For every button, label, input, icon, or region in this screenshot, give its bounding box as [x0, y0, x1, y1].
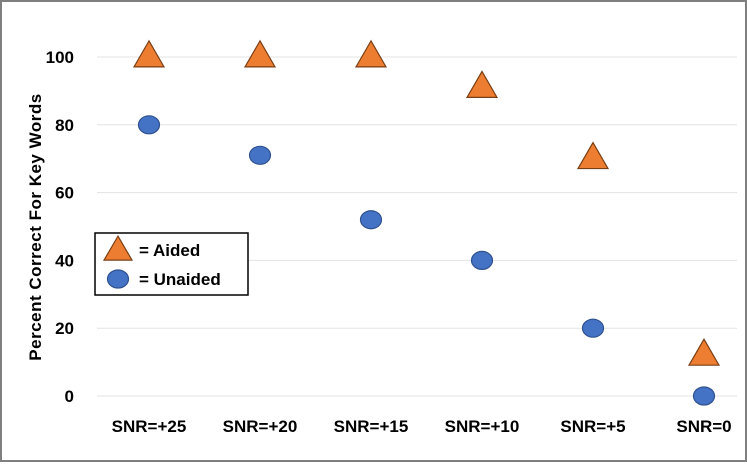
aided-point: [687, 337, 721, 366]
data-points: [132, 39, 721, 406]
x-tick-label: SNR=+25: [112, 417, 187, 436]
y-axis-title: Percent Correct For Key Words: [26, 93, 45, 360]
aided-point: [243, 39, 277, 68]
aided-point: [132, 39, 166, 68]
y-tick-label: 20: [55, 319, 74, 338]
unaided-point: [581, 318, 605, 338]
gridlines: [97, 56, 737, 397]
aided-point: [354, 39, 388, 68]
legend: = Aided = Unaided: [94, 232, 249, 296]
x-tick-label: SNR=+20: [223, 417, 298, 436]
x-tick-label: SNR=+10: [445, 417, 520, 436]
y-tick-label: 0: [65, 387, 74, 406]
y-tick-label: 40: [55, 251, 74, 270]
legend-label-unaided: = Unaided: [139, 270, 221, 289]
x-tick-label: SNR=+15: [334, 417, 409, 436]
legend-label-aided: = Aided: [139, 241, 200, 260]
unaided-point: [470, 250, 494, 270]
y-axis-ticks: 0 20 40 60 80 100: [46, 48, 74, 406]
unaided-point: [137, 115, 161, 135]
x-axis-ticks: SNR=+25 SNR=+20 SNR=+15 SNR=+10 SNR=+5 SNR=0: [112, 417, 732, 436]
unaided-point: [359, 210, 383, 230]
aided-point: [465, 70, 499, 98]
y-tick-label: 100: [46, 48, 74, 67]
x-tick-label: SNR=+5: [560, 417, 625, 436]
x-tick-label: SNR=0: [676, 417, 731, 436]
unaided-point: [692, 386, 716, 406]
y-tick-label: 80: [55, 116, 74, 135]
unaided-point: [248, 145, 272, 165]
legend-marker-aided: [102, 234, 134, 261]
legend-marker-unaided: [106, 269, 130, 289]
aided-point: [576, 141, 610, 170]
y-tick-label: 60: [55, 184, 74, 203]
